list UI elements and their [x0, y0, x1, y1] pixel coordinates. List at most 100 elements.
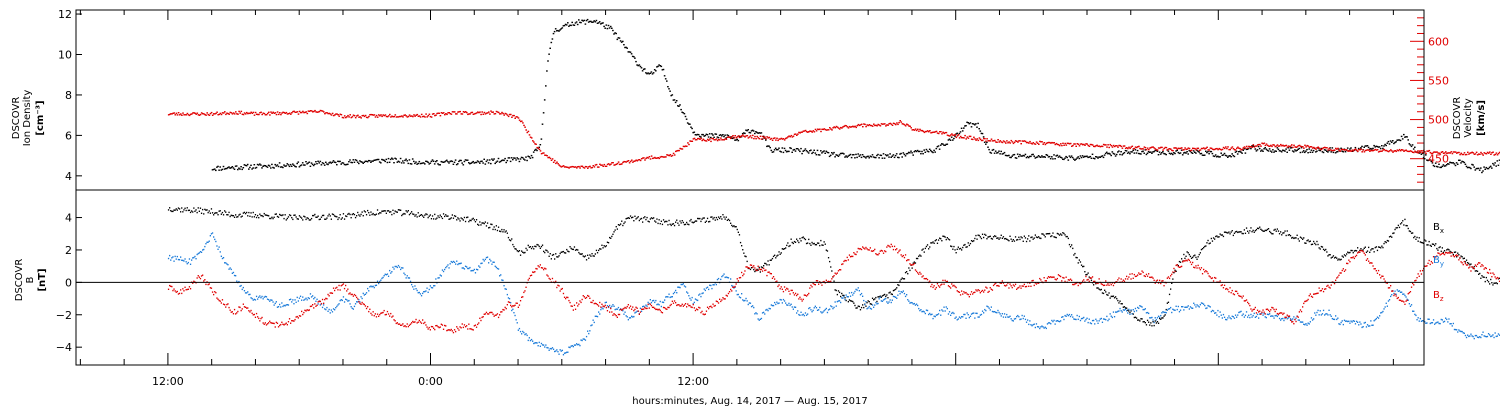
- velocity-point: [552, 161, 555, 163]
- b-point-by: [759, 318, 761, 320]
- b-point-bx: [1270, 231, 1272, 234]
- velocity-point: [1340, 149, 1343, 151]
- b-point-bx: [669, 223, 671, 225]
- density-point: [426, 160, 428, 163]
- velocity-point: [1430, 152, 1433, 155]
- density-point: [521, 157, 524, 159]
- velocity-point: [842, 126, 844, 128]
- b-point-bx: [914, 262, 917, 264]
- density-point: [595, 19, 598, 22]
- b-point-by: [930, 314, 932, 316]
- b-point-by: [1382, 310, 1384, 313]
- velocity-point: [1271, 145, 1273, 148]
- b-point-bx: [720, 216, 722, 218]
- density-point: [494, 162, 496, 165]
- b-point-by: [946, 307, 948, 310]
- b-point-bx: [1271, 233, 1273, 235]
- b-point-by: [1363, 322, 1365, 324]
- b-point-by: [588, 332, 590, 335]
- velocity-point: [1252, 144, 1255, 146]
- b-point-by: [896, 297, 898, 299]
- density-point: [1478, 169, 1481, 171]
- density-point: [836, 154, 839, 156]
- b-point-by: [298, 297, 301, 299]
- velocity-point: [835, 125, 838, 128]
- b-point-bx: [172, 210, 174, 213]
- b-point-by: [274, 302, 276, 305]
- velocity-point: [1426, 150, 1428, 152]
- b-point-by: [385, 274, 387, 276]
- b-point-by: [739, 297, 742, 299]
- b-point-by: [554, 350, 556, 353]
- b-point-by: [796, 312, 798, 314]
- b-point-bx: [1152, 321, 1154, 323]
- velocity-point: [1223, 147, 1226, 150]
- velocity-point: [547, 156, 549, 159]
- density-point: [853, 154, 855, 156]
- b-point-by: [530, 338, 533, 341]
- velocity-point: [750, 137, 753, 139]
- density-point: [765, 139, 767, 141]
- b-point-by: [402, 267, 404, 269]
- density-point: [1141, 150, 1143, 153]
- density-point: [1219, 156, 1221, 158]
- velocity-point: [250, 111, 252, 113]
- b-point-bx: [609, 236, 611, 239]
- b-point-by: [878, 298, 880, 300]
- b-point-by: [1366, 324, 1369, 326]
- density-point: [638, 64, 641, 66]
- b-point-by: [812, 309, 814, 312]
- density-point: [1357, 147, 1360, 150]
- b-point-by: [1236, 316, 1238, 318]
- velocity-point: [561, 165, 564, 168]
- b-point-bx: [274, 213, 276, 215]
- density-point: [713, 136, 715, 138]
- density-point: [1456, 163, 1459, 165]
- density-point: [766, 145, 768, 148]
- velocity-point: [1042, 143, 1044, 145]
- b-point-bx: [1032, 238, 1034, 240]
- density-point: [815, 154, 818, 156]
- b-point-by: [856, 289, 858, 291]
- velocity-point: [909, 125, 911, 127]
- b-point-bx: [1335, 256, 1337, 258]
- b-point-bx: [1110, 295, 1112, 298]
- velocity-point: [1274, 145, 1277, 148]
- b-point-by: [853, 292, 855, 294]
- density-point: [1277, 148, 1280, 150]
- density-point: [289, 163, 292, 166]
- density-point: [290, 165, 293, 167]
- density-point: [986, 141, 988, 144]
- velocity-point: [1412, 151, 1414, 153]
- velocity-point: [1366, 149, 1369, 151]
- velocity-point: [1006, 140, 1008, 142]
- density-point: [890, 156, 892, 158]
- velocity-point: [731, 136, 733, 138]
- b-point-by: [1044, 326, 1046, 328]
- b-point-bx: [841, 292, 843, 295]
- density-point: [433, 163, 436, 165]
- b-point-by: [517, 329, 519, 331]
- velocity-point: [1237, 146, 1239, 148]
- velocity-point: [254, 111, 257, 114]
- velocity-point: [858, 124, 861, 127]
- b-point-by: [948, 311, 951, 313]
- density-point: [800, 147, 802, 150]
- velocity-point: [922, 130, 925, 132]
- velocity-point: [1019, 140, 1021, 142]
- density-point: [788, 150, 790, 153]
- velocity-point: [472, 113, 475, 115]
- velocity-point: [932, 131, 934, 133]
- b-point-bx: [1168, 293, 1171, 296]
- b-point-by: [849, 295, 852, 297]
- velocity-point: [1396, 149, 1399, 151]
- velocity-point: [903, 124, 906, 126]
- velocity-point: [513, 114, 515, 117]
- b-point-bx: [671, 223, 673, 225]
- velocity-point: [805, 131, 808, 133]
- b-point-by: [1273, 317, 1275, 319]
- b-point-bx: [1046, 233, 1049, 235]
- b-point-by: [282, 305, 284, 308]
- b-point-by: [836, 300, 838, 303]
- velocity-point: [394, 114, 397, 116]
